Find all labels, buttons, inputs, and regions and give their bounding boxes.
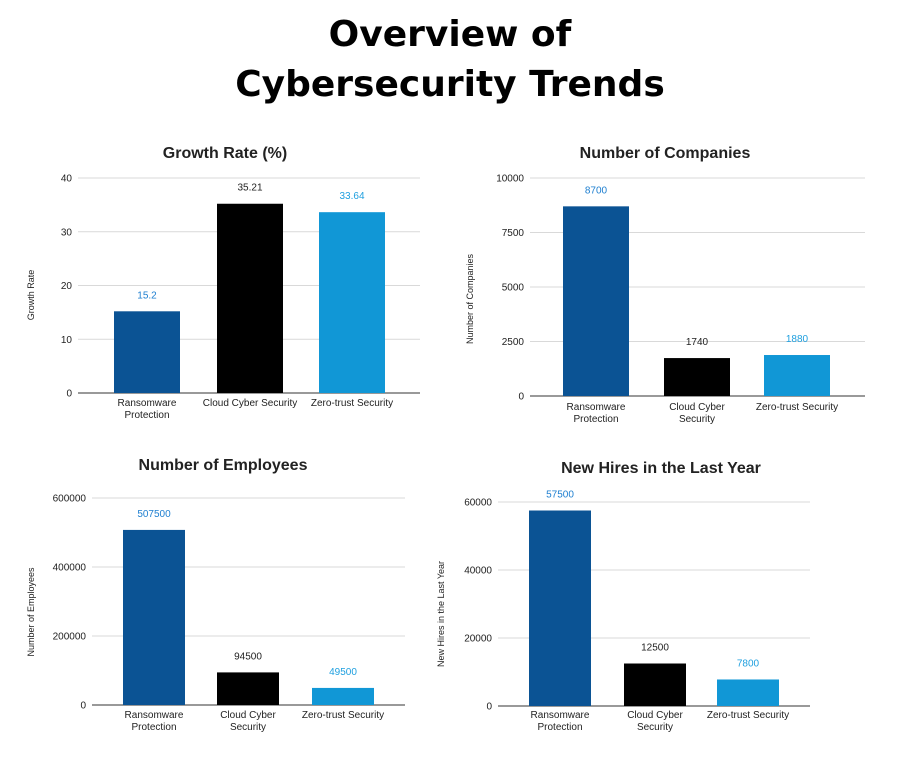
category-label: Cloud Cyber Security — [220, 710, 276, 733]
bar — [624, 663, 686, 706]
bar — [217, 672, 279, 705]
chart-2: 0 2500 5000 7500 10000 Number of Companies Num… — [465, 145, 865, 425]
category-label: Ransomware Protection — [118, 398, 177, 421]
category-label: Cloud Cyber Security — [627, 710, 683, 733]
y-tick-label: 0 — [486, 702, 492, 713]
y-tick-label: 20000 — [464, 634, 492, 645]
data-label: 33.64 — [339, 191, 364, 202]
category-label-line: Cloud Cyber Security — [203, 398, 297, 409]
main-title: Overview of Cybersecurity Trends — [0, 10, 900, 110]
bar — [123, 529, 185, 705]
bar — [717, 679, 779, 706]
data-label: 1740 — [686, 337, 709, 348]
data-label: 94500 — [234, 651, 262, 662]
y-tick-label: 30 — [61, 227, 73, 238]
category-label: Zero-trust Security — [756, 402, 838, 413]
data-label: 15.2 — [137, 290, 157, 301]
y-tick-label: 0 — [518, 392, 524, 403]
bar — [312, 687, 374, 705]
category-label-line: Security — [230, 722, 266, 733]
chart-title: Number of Companies — [580, 145, 751, 162]
category-label-line: Zero-trust Security — [756, 402, 838, 413]
data-label: 7800 — [737, 658, 760, 669]
y-tick-label: 20 — [61, 281, 73, 292]
category-label-line: Cloud Cyber — [669, 402, 725, 413]
category-label: Zero-trust Security — [311, 398, 393, 409]
category-label: Cloud Cyber Security — [669, 402, 725, 425]
category-label-line: Zero-trust Security — [707, 710, 789, 721]
category-label-line: Cloud Cyber — [627, 710, 683, 721]
y-tick-label: 400000 — [53, 563, 87, 574]
data-label: 35.21 — [237, 183, 262, 194]
category-label: Zero-trust Security — [302, 710, 384, 721]
y-axis-label: New Hires in the Last Year — [436, 561, 446, 667]
data-label: 8700 — [585, 185, 608, 196]
category-label-line: Security — [637, 722, 673, 733]
category-label-line: Security — [679, 414, 715, 425]
category-label-line: Ransomware — [125, 710, 184, 721]
chart-title: Growth Rate (%) — [163, 145, 287, 162]
data-label: 507500 — [137, 509, 171, 520]
data-label: 12500 — [641, 643, 669, 654]
y-tick-label: 7500 — [502, 228, 525, 239]
category-label-line: Cloud Cyber — [220, 710, 276, 721]
y-tick-label: 10000 — [496, 174, 524, 185]
bar — [764, 355, 830, 396]
bar — [114, 311, 180, 393]
category-label-line: Protection — [573, 414, 618, 425]
chart-3: 0 200000 400000 600000 Number of Employees Nu… — [26, 457, 405, 733]
category-label-line: Zero-trust Security — [302, 710, 384, 721]
y-axis-label: Growth Rate — [26, 270, 36, 321]
chart-title: Number of Employees — [139, 457, 308, 474]
category-label: Zero-trust Security — [707, 710, 789, 721]
y-tick-label: 60000 — [464, 498, 492, 509]
data-label: 1880 — [786, 334, 809, 345]
category-label-line: Protection — [131, 722, 176, 733]
category-label-line: Ransomware — [567, 402, 626, 413]
bar — [563, 206, 629, 396]
chart-4: 0 20000 40000 60000 New Hires in the Last Ye… — [436, 460, 810, 733]
y-tick-label: 40000 — [464, 566, 492, 577]
bar — [319, 212, 385, 393]
y-tick-label: 2500 — [502, 337, 525, 348]
category-label-line: Protection — [124, 410, 169, 421]
main-title-line-1: Overview of — [328, 14, 572, 55]
y-tick-label: 10 — [61, 335, 73, 346]
y-tick-label: 5000 — [502, 283, 525, 294]
y-tick-label: 600000 — [53, 494, 87, 505]
category-label: Cloud Cyber Security — [203, 398, 297, 409]
y-axis-label: Number of Companies — [465, 253, 475, 344]
bar — [664, 358, 730, 396]
y-tick-label: 200000 — [53, 632, 87, 643]
chart-title: New Hires in the Last Year — [561, 460, 761, 477]
main-title-line-2: Cybersecurity Trends — [235, 64, 665, 105]
y-tick-label: 0 — [80, 701, 86, 712]
category-label: Ransomware Protection — [531, 710, 590, 733]
category-label-line: Zero-trust Security — [311, 398, 393, 409]
chart-1: 0 10 20 30 40 Growth Rate (%) Growth Rate 15.2 R… — [26, 145, 420, 421]
category-label: Ransomware Protection — [125, 710, 184, 733]
category-label: Ransomware Protection — [567, 402, 626, 425]
category-label-line: Ransomware — [118, 398, 177, 409]
category-label-line: Protection — [537, 722, 582, 733]
bar — [217, 203, 283, 393]
category-label-line: Ransomware — [531, 710, 590, 721]
y-axis-label: Number of Employees — [26, 567, 36, 657]
data-label: 57500 — [546, 490, 574, 501]
bar — [529, 510, 591, 706]
y-tick-label: 40 — [61, 174, 73, 185]
data-label: 49500 — [329, 667, 357, 678]
y-tick-label: 0 — [66, 389, 72, 400]
